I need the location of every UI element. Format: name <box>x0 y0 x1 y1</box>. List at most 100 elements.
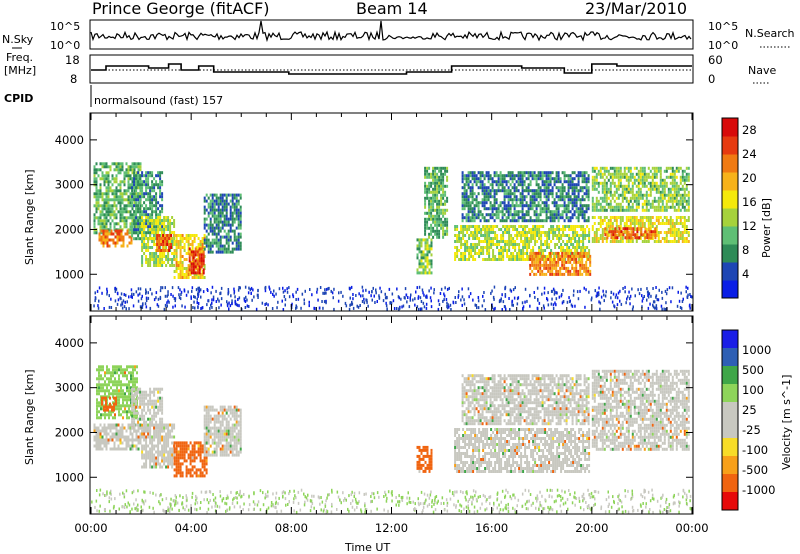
heatmap-cell <box>125 198 128 202</box>
heatmap-cell <box>420 238 423 242</box>
heatmap-cell <box>619 237 622 240</box>
heatmap-cell <box>657 237 660 240</box>
heatmap-cell <box>211 285 214 289</box>
heatmap-cell <box>509 174 512 178</box>
heatmap-cell <box>583 174 586 178</box>
heatmap-cell <box>612 236 615 240</box>
heatmap-cell <box>566 225 569 228</box>
heatmap-cell <box>539 257 542 261</box>
heatmap-cell <box>506 255 509 258</box>
heatmap-cell <box>211 226 214 230</box>
heatmap-cell <box>637 199 640 203</box>
heatmap-cell <box>678 299 681 303</box>
heatmap-cell <box>221 244 224 248</box>
heatmap-cell <box>227 292 229 296</box>
heatmap-cell <box>563 204 566 208</box>
heatmap-cell <box>106 287 108 291</box>
heatmap-cell <box>582 228 585 231</box>
heatmap-cell <box>507 171 510 175</box>
heatmap-cell <box>215 193 218 197</box>
heatmap-cell <box>119 183 122 187</box>
heatmap-cell <box>440 223 443 227</box>
heatmap-cell <box>467 186 470 190</box>
heatmap-cell <box>687 196 690 200</box>
heatmap-cell <box>611 225 614 228</box>
heatmap-cell <box>140 305 143 309</box>
heatmap-cell <box>213 220 216 224</box>
heatmap-cell <box>418 265 421 269</box>
heatmap-cell <box>467 180 470 184</box>
heatmap-cell <box>420 262 423 266</box>
heatmap-cell <box>233 208 236 212</box>
heatmap-cell <box>436 187 439 191</box>
heatmap-cell <box>651 205 654 209</box>
heatmap-cell <box>596 292 598 295</box>
heatmap-cell <box>681 231 684 234</box>
heatmap-cell <box>149 207 152 211</box>
heatmap-cell <box>641 196 644 200</box>
heatmap-cell <box>157 213 160 217</box>
heatmap-cell <box>659 216 662 219</box>
heatmap-cell <box>398 306 401 310</box>
heatmap-cell <box>107 198 110 202</box>
heatmap-cell <box>611 172 614 176</box>
heatmap-cell <box>205 208 208 212</box>
heatmap-cell <box>221 196 224 200</box>
heatmap-cell <box>535 210 538 214</box>
heatmap-cell <box>637 205 640 209</box>
heatmap-cell <box>159 255 162 258</box>
heatmap-cell <box>481 304 484 308</box>
heatmap-cell <box>675 199 678 203</box>
heatmap-cell <box>532 225 535 228</box>
heatmap-cell <box>661 193 664 197</box>
heatmap-cell <box>563 171 566 175</box>
heatmap-cell <box>218 299 220 303</box>
heatmap-cell <box>509 219 512 223</box>
heatmap-cell <box>391 292 394 296</box>
heatmap-cell <box>213 208 216 212</box>
heatmap-cell <box>486 225 489 228</box>
heatmap-cell <box>114 235 117 239</box>
heatmap-cell <box>679 222 682 225</box>
heatmap-cell <box>125 307 127 311</box>
heatmap-cell <box>185 234 188 237</box>
heatmap-cell <box>135 177 138 181</box>
heatmap-cell <box>217 241 220 245</box>
heatmap-cell <box>563 219 566 223</box>
heatmap-cell <box>440 226 443 230</box>
heatmap-cell <box>94 299 96 303</box>
heatmap-cell <box>479 219 482 223</box>
heatmap-cell <box>535 198 538 202</box>
heatmap-cell <box>567 260 570 264</box>
heatmap-cell <box>159 219 162 222</box>
heatmap-cell <box>570 243 573 246</box>
heatmap-cell <box>562 225 565 228</box>
heatmap-cell <box>167 219 170 222</box>
heatmap-cell <box>613 169 616 173</box>
heatmap-cell <box>546 240 549 243</box>
heatmap-cell <box>598 293 600 296</box>
heatmap-cell <box>584 249 587 252</box>
heatmap-cell <box>681 187 684 191</box>
heatmap-cell <box>139 165 142 169</box>
heatmap-cell <box>116 235 119 239</box>
heatmap-cell <box>454 225 457 228</box>
heatmap-cell <box>569 195 572 199</box>
heatmap-cell <box>227 229 230 233</box>
heatmap-cell <box>579 189 582 193</box>
heatmap-cell <box>553 266 556 270</box>
heatmap-cell <box>607 178 610 182</box>
heatmap-cell <box>219 241 222 245</box>
heatmap-cell <box>637 175 640 179</box>
heatmap-cell <box>123 305 126 309</box>
heatmap-cell <box>611 300 614 304</box>
heatmap-cell <box>147 180 150 184</box>
heatmap-cell <box>488 234 491 237</box>
heatmap-cell <box>599 301 602 305</box>
heatmap-cell <box>614 230 617 234</box>
heatmap-cell <box>295 306 297 310</box>
heatmap-cell <box>444 184 447 188</box>
heatmap-cell <box>491 189 494 193</box>
heatmap-cell <box>446 287 449 291</box>
